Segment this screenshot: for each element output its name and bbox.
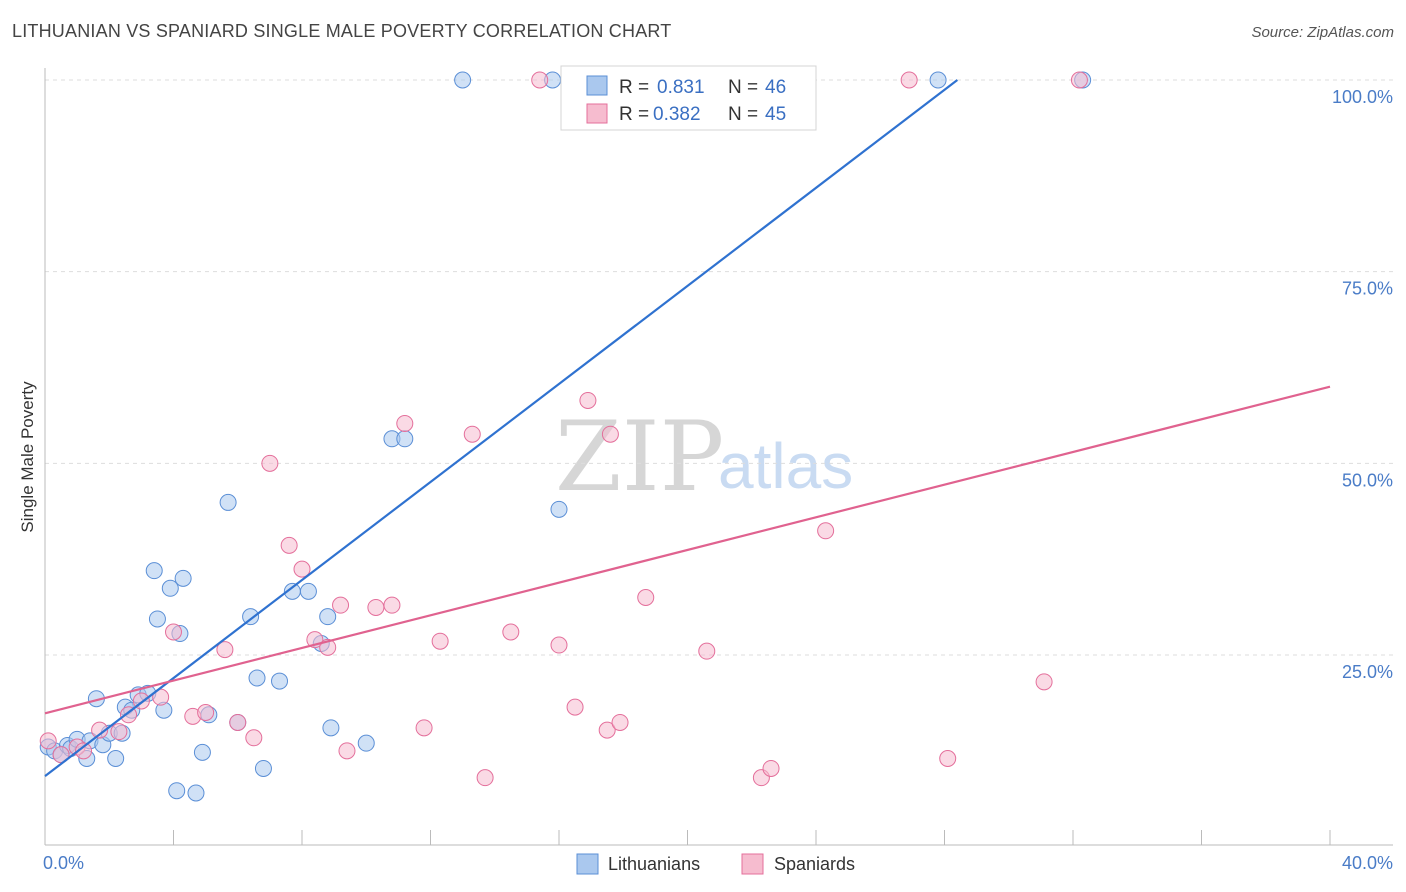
lithuanians-point-24: [187, 784, 205, 802]
spaniards-point-32: [566, 698, 584, 716]
bottom-legend-swatch-lithuanians: [576, 853, 599, 875]
spaniards-point-43: [939, 750, 957, 767]
spaniards-point-14: [245, 729, 263, 747]
lithuanians-point-17: [145, 562, 163, 580]
spaniards-point-27: [463, 425, 481, 443]
y-tick-label-100: 100.0%: [1332, 87, 1393, 107]
x-tick-label-right: 40.0%: [1342, 853, 1393, 873]
spaniards-point-30: [531, 71, 549, 89]
y-tick-label-75: 75.0%: [1342, 279, 1393, 299]
lithuanians-point-20: [161, 579, 179, 597]
spaniards-point-21: [338, 742, 356, 760]
gridlines: [45, 79, 1393, 656]
spaniards-point-34: [598, 721, 616, 739]
lithuanians-point-31: [254, 759, 272, 777]
spaniards-point-31: [550, 636, 568, 654]
legend-r-value-lithuanians: 0.831: [657, 77, 705, 98]
lithuanians-point-43: [550, 500, 568, 518]
chart-source: Source: ZipAtlas.com: [1251, 24, 1394, 41]
legend-r-value-spaniards: 0.382: [653, 104, 701, 125]
lithuanians-point-29: [242, 608, 260, 626]
chart-title: LITHUANIAN VS SPANIARD SINGLE MALE POVER…: [12, 21, 672, 41]
legend-swatch-spaniards: [586, 103, 608, 124]
lithuanians-point-44: [929, 71, 947, 89]
legend-n-label-spaniards: N =: [728, 104, 758, 125]
spaniards-point-20: [332, 596, 350, 614]
legend-r-label-lithuanians: R =: [619, 77, 649, 98]
legend-r-label-spaniards: R =: [619, 104, 649, 125]
lithuanians-point-37: [322, 719, 340, 737]
spaniards-point-44: [1035, 673, 1053, 691]
lithuanians-point-25: [193, 743, 211, 761]
spaniards-points: [39, 71, 1088, 787]
spaniards-point-29: [502, 623, 520, 641]
bottom-legend: Lithuanians Spaniards: [576, 853, 855, 875]
legend-n-value-lithuanians: 46: [765, 77, 786, 98]
lithuanians-point-23: [174, 569, 192, 587]
lithuanians-point-36: [319, 608, 337, 626]
spaniards-point-41: [817, 522, 835, 540]
y-tick-label-25: 25.0%: [1342, 662, 1393, 682]
axes: [44, 68, 1393, 846]
spaniards-point-9: [165, 623, 182, 641]
spaniards-point-22: [367, 598, 385, 616]
spaniards-point-24: [396, 414, 414, 432]
bottom-legend-label-spaniards: Spaniards: [774, 854, 855, 874]
spaniards-point-26: [431, 632, 449, 650]
y-tick-labels: 25.0% 50.0% 75.0% 100.0%: [1332, 87, 1393, 682]
legend-swatch-lithuanians: [586, 75, 608, 96]
lithuanians-point-18: [148, 610, 166, 628]
spaniards-point-3: [75, 742, 93, 760]
spaniards-point-13: [229, 713, 247, 731]
spaniards-point-28: [476, 769, 494, 787]
spaniards-point-25: [415, 719, 433, 737]
lithuanians-point-11: [107, 750, 125, 767]
lithuanians-point-41: [454, 71, 472, 89]
spaniards-point-5: [110, 723, 128, 741]
spaniards-point-23: [383, 596, 401, 614]
spaniards-point-42: [900, 71, 918, 89]
x-tick-label-left: 0.0%: [43, 853, 84, 873]
lithuanians-point-21: [168, 782, 186, 800]
lithuanians-point-40: [396, 430, 414, 448]
y-axis-title: Single Male Poverty: [18, 381, 37, 533]
spaniards-point-16: [280, 536, 298, 554]
x-ticks: [44, 830, 1331, 845]
watermark-zip: ZIP: [555, 401, 724, 513]
trend-lines: [44, 79, 1331, 778]
spaniards-point-40: [762, 759, 780, 777]
watermark-atlas: atlas: [718, 430, 853, 502]
lithuanians-trend-line: [44, 79, 959, 778]
spaniards-point-11: [197, 704, 215, 721]
lithuanians-point-30: [248, 669, 266, 687]
spaniards-point-0: [39, 732, 57, 750]
spaniards-point-38: [698, 642, 716, 660]
spaniards-point-37: [637, 589, 655, 606]
spaniards-point-45: [1070, 71, 1088, 89]
bottom-legend-label-lithuanians: Lithuanians: [608, 854, 700, 874]
spaniards-point-4: [91, 721, 109, 739]
y-tick-label-50: 50.0%: [1342, 470, 1393, 490]
spaniards-point-35: [601, 425, 619, 443]
legend-n-value-spaniards: 45: [765, 104, 786, 125]
legend-n-label-lithuanians: N =: [728, 77, 758, 98]
bottom-legend-swatch-spaniards: [741, 853, 764, 875]
lithuanians-point-27: [219, 493, 237, 511]
lithuanians-point-32: [271, 672, 289, 690]
spaniards-trend-line: [44, 385, 1331, 715]
spaniards-point-12: [216, 641, 234, 659]
spaniards-point-6: [120, 706, 138, 724]
spaniards-point-36: [611, 713, 629, 731]
top-legend: R = 0.831 N = 46 R = 0.382 N = 45: [560, 65, 817, 131]
spaniards-point-15: [261, 454, 279, 472]
spaniards-point-33: [579, 391, 597, 409]
lithuanians-point-38: [357, 734, 375, 752]
lithuanians-point-34: [299, 582, 317, 600]
spaniards-point-17: [293, 560, 311, 578]
